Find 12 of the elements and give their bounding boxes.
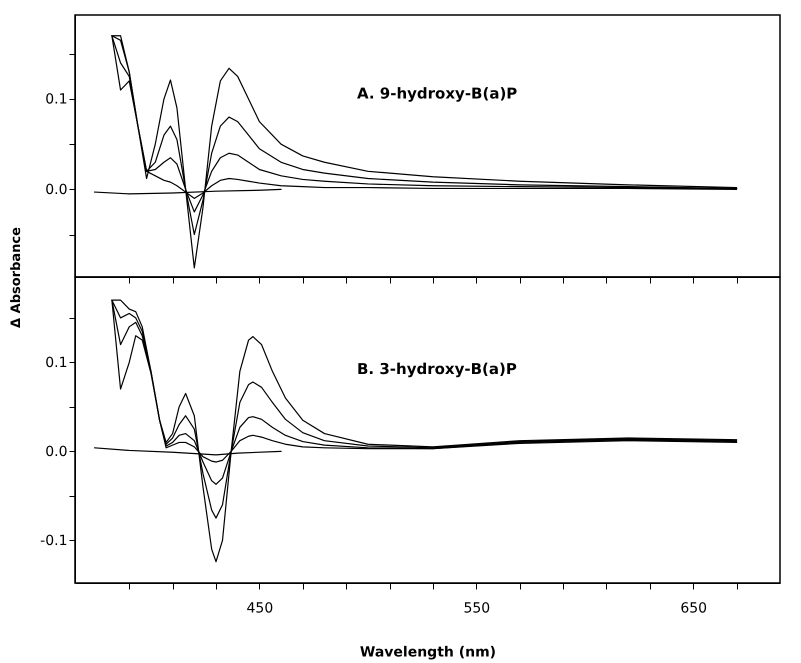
y-tick-label: 0.0 xyxy=(45,182,68,198)
y-tick-label: 0.1 xyxy=(45,92,68,108)
x-tick-label: 450 xyxy=(246,600,274,616)
y-axis-title: Δ Absorbance xyxy=(9,226,24,328)
annotation: A. 9-hydroxy-B(a)P xyxy=(357,84,518,103)
y-tick-label: -0.1 xyxy=(40,532,68,549)
y-tick-label: 0.1 xyxy=(45,354,68,371)
x-axis-title: Wavelength (nm) xyxy=(360,644,496,660)
x-tick-label: 650 xyxy=(680,600,708,616)
x-tick-label: 550 xyxy=(463,600,490,616)
annotation: B. 3-hydroxy-B(a)P xyxy=(357,360,517,378)
y-tick-label: 0.0 xyxy=(45,444,68,460)
